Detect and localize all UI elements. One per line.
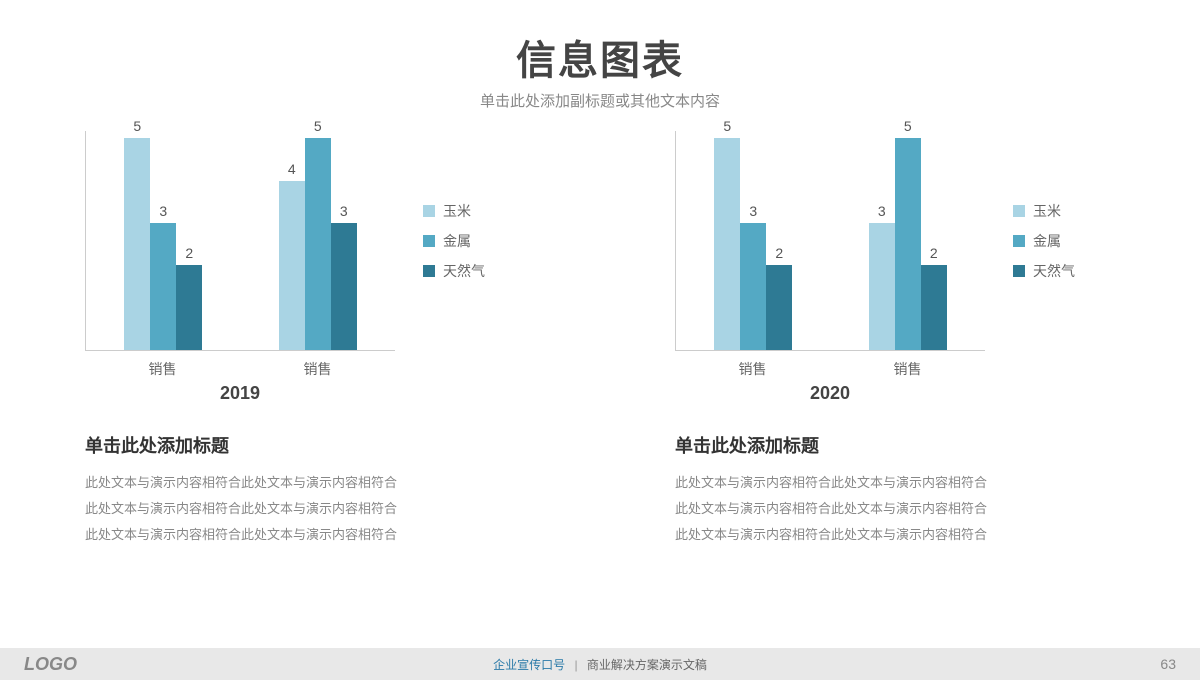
bar-value-label: 2 <box>775 245 783 261</box>
legend-swatch-icon <box>1013 235 1025 247</box>
bar-value-label: 5 <box>723 118 731 134</box>
chart-plot: 532453 <box>85 131 395 351</box>
text-block-line: 此处文本与演示内容相符合此处文本与演示内容相符合 <box>85 470 525 496</box>
x-axis: 销售销售 <box>675 351 985 379</box>
legend-swatch-icon <box>1013 205 1025 217</box>
bar-value-label: 2 <box>930 245 938 261</box>
x-tick-label: 销售 <box>85 351 240 379</box>
text-block: 单击此处添加标题此处文本与演示内容相符合此处文本与演示内容相符合此处文本与演示内… <box>85 432 525 548</box>
legend: 玉米金属天然气 <box>1013 131 1075 351</box>
legend-swatch-icon <box>1013 265 1025 277</box>
legend-item: 天然气 <box>1013 261 1075 281</box>
bar: 5 <box>895 138 921 350</box>
bar-value-label: 3 <box>159 203 167 219</box>
chart-year-label: 2019 <box>85 383 395 404</box>
bar-group: 352 <box>831 138 986 350</box>
footer-doc: 商业解决方案演示文稿 <box>587 658 707 672</box>
text-block-title: 单击此处添加标题 <box>675 432 1115 458</box>
bar-value-label: 5 <box>314 118 322 134</box>
bar: 3 <box>869 223 895 350</box>
legend-swatch-icon <box>423 265 435 277</box>
text-block-line: 此处文本与演示内容相符合此处文本与演示内容相符合 <box>675 470 1115 496</box>
legend-item: 玉米 <box>1013 201 1075 221</box>
text-block-title: 单击此处添加标题 <box>85 432 525 458</box>
bar: 2 <box>176 265 202 350</box>
bar: 3 <box>331 223 357 350</box>
bar-value-label: 3 <box>878 203 886 219</box>
text-block-line: 此处文本与演示内容相符合此处文本与演示内容相符合 <box>675 522 1115 548</box>
bar: 5 <box>124 138 150 350</box>
text-block: 单击此处添加标题此处文本与演示内容相符合此处文本与演示内容相符合此处文本与演示内… <box>675 432 1115 548</box>
page-title: 信息图表 <box>0 28 1200 86</box>
legend-label: 天然气 <box>1033 261 1075 281</box>
bar-group: 532 <box>86 138 241 350</box>
bar: 5 <box>714 138 740 350</box>
x-axis: 销售销售 <box>85 351 395 379</box>
x-tick-label: 销售 <box>675 351 830 379</box>
bar-value-label: 3 <box>749 203 757 219</box>
page-number: 63 <box>1160 656 1176 672</box>
bar: 2 <box>766 265 792 350</box>
bar: 3 <box>740 223 766 350</box>
footer-sep: | <box>574 658 577 672</box>
bar-value-label: 5 <box>133 118 141 134</box>
legend-item: 金属 <box>423 231 485 251</box>
chart-block-2019: 532453玉米金属天然气销售销售2019单击此处添加标题此处文本与演示内容相符… <box>85 131 525 548</box>
legend-label: 金属 <box>443 231 471 251</box>
bar-value-label: 5 <box>904 118 912 134</box>
text-block-line: 此处文本与演示内容相符合此处文本与演示内容相符合 <box>675 496 1115 522</box>
text-block-line: 此处文本与演示内容相符合此处文本与演示内容相符合 <box>85 496 525 522</box>
legend-label: 金属 <box>1033 231 1061 251</box>
x-tick-label: 销售 <box>830 351 985 379</box>
legend-label: 玉米 <box>443 201 471 221</box>
footer: LOGO 企业宣传口号 | 商业解决方案演示文稿 63 <box>0 648 1200 680</box>
legend-label: 天然气 <box>443 261 485 281</box>
bar: 3 <box>150 223 176 350</box>
slide: 信息图表 单击此处添加副标题或其他文本内容 532453玉米金属天然气销售销售2… <box>0 0 1200 680</box>
charts-row: 532453玉米金属天然气销售销售2019单击此处添加标题此处文本与演示内容相符… <box>0 131 1200 548</box>
chart-row: 532352玉米金属天然气 <box>675 131 1115 351</box>
bar-value-label: 4 <box>288 161 296 177</box>
legend: 玉米金属天然气 <box>423 131 485 351</box>
header: 信息图表 单击此处添加副标题或其他文本内容 <box>0 0 1200 111</box>
page-subtitle: 单击此处添加副标题或其他文本内容 <box>0 90 1200 111</box>
chart-plot: 532352 <box>675 131 985 351</box>
bar-group: 532 <box>676 138 831 350</box>
footer-center: 企业宣传口号 | 商业解决方案演示文稿 <box>493 656 707 673</box>
bar-value-label: 2 <box>185 245 193 261</box>
bar-value-label: 3 <box>340 203 348 219</box>
bar: 4 <box>279 181 305 350</box>
logo: LOGO <box>24 654 77 675</box>
legend-item: 金属 <box>1013 231 1075 251</box>
legend-item: 天然气 <box>423 261 485 281</box>
legend-label: 玉米 <box>1033 201 1061 221</box>
footer-slogan: 企业宣传口号 <box>493 658 565 672</box>
legend-swatch-icon <box>423 235 435 247</box>
text-block-line: 此处文本与演示内容相符合此处文本与演示内容相符合 <box>85 522 525 548</box>
legend-swatch-icon <box>423 205 435 217</box>
chart-block-2020: 532352玉米金属天然气销售销售2020单击此处添加标题此处文本与演示内容相符… <box>675 131 1115 548</box>
bar-group: 453 <box>241 138 396 350</box>
x-tick-label: 销售 <box>240 351 395 379</box>
legend-item: 玉米 <box>423 201 485 221</box>
chart-year-label: 2020 <box>675 383 985 404</box>
chart-row: 532453玉米金属天然气 <box>85 131 525 351</box>
bar: 5 <box>305 138 331 350</box>
bar: 2 <box>921 265 947 350</box>
